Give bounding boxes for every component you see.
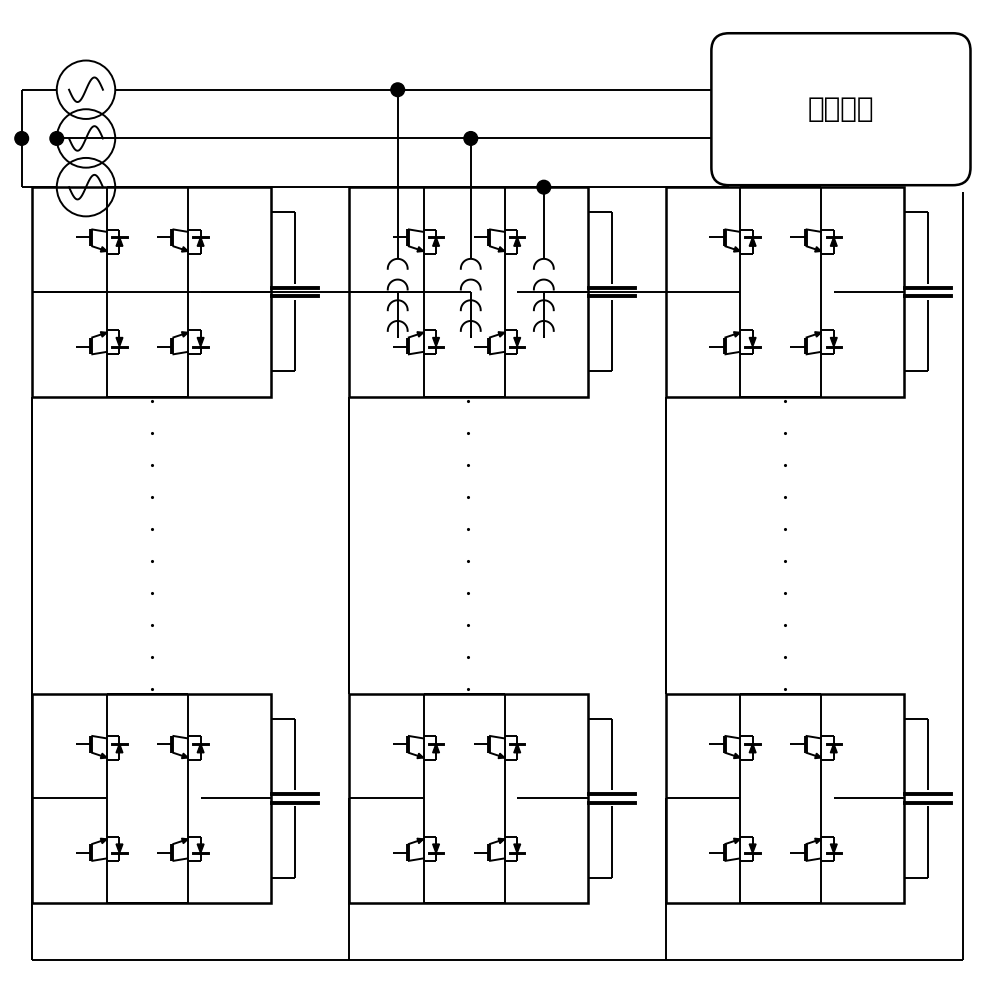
Polygon shape (830, 744, 837, 753)
Polygon shape (830, 237, 837, 246)
Polygon shape (830, 338, 837, 347)
Polygon shape (197, 744, 204, 753)
Polygon shape (417, 838, 424, 844)
Polygon shape (734, 247, 740, 252)
Polygon shape (815, 838, 821, 844)
Polygon shape (197, 237, 204, 246)
Polygon shape (498, 332, 505, 337)
Polygon shape (182, 247, 188, 252)
Bar (666, 187, 904, 396)
Bar (349, 694, 588, 903)
Polygon shape (514, 844, 521, 854)
Polygon shape (116, 844, 123, 854)
FancyBboxPatch shape (711, 34, 970, 185)
Polygon shape (100, 838, 107, 844)
Polygon shape (417, 753, 424, 759)
Polygon shape (498, 247, 505, 252)
Polygon shape (749, 744, 756, 753)
Polygon shape (514, 338, 521, 347)
Polygon shape (197, 338, 204, 347)
Polygon shape (815, 247, 821, 252)
Polygon shape (116, 237, 123, 246)
Polygon shape (749, 844, 756, 854)
Polygon shape (734, 753, 740, 759)
Polygon shape (749, 237, 756, 246)
Polygon shape (116, 744, 123, 753)
Polygon shape (182, 838, 188, 844)
Polygon shape (116, 338, 123, 347)
Polygon shape (433, 744, 439, 753)
Polygon shape (734, 332, 740, 337)
Bar (32, 187, 271, 396)
Circle shape (391, 83, 405, 97)
Polygon shape (100, 753, 107, 759)
Polygon shape (830, 844, 837, 854)
Bar (349, 187, 588, 396)
Bar (666, 694, 904, 903)
Polygon shape (815, 332, 821, 337)
Polygon shape (815, 753, 821, 759)
Polygon shape (514, 744, 521, 753)
Circle shape (464, 131, 478, 145)
Polygon shape (749, 338, 756, 347)
Polygon shape (514, 237, 521, 246)
Polygon shape (433, 844, 439, 854)
Bar (32, 694, 271, 903)
Circle shape (50, 131, 64, 145)
Circle shape (537, 181, 551, 194)
Polygon shape (100, 332, 107, 337)
Polygon shape (417, 332, 424, 337)
Polygon shape (433, 338, 439, 347)
Text: 无功负荷: 无功负荷 (808, 95, 874, 124)
Polygon shape (433, 237, 439, 246)
Polygon shape (498, 838, 505, 844)
Polygon shape (100, 247, 107, 252)
Polygon shape (417, 247, 424, 252)
Polygon shape (197, 844, 204, 854)
Circle shape (15, 131, 29, 145)
Polygon shape (734, 838, 740, 844)
Polygon shape (498, 753, 505, 759)
Polygon shape (182, 753, 188, 759)
Polygon shape (182, 332, 188, 337)
